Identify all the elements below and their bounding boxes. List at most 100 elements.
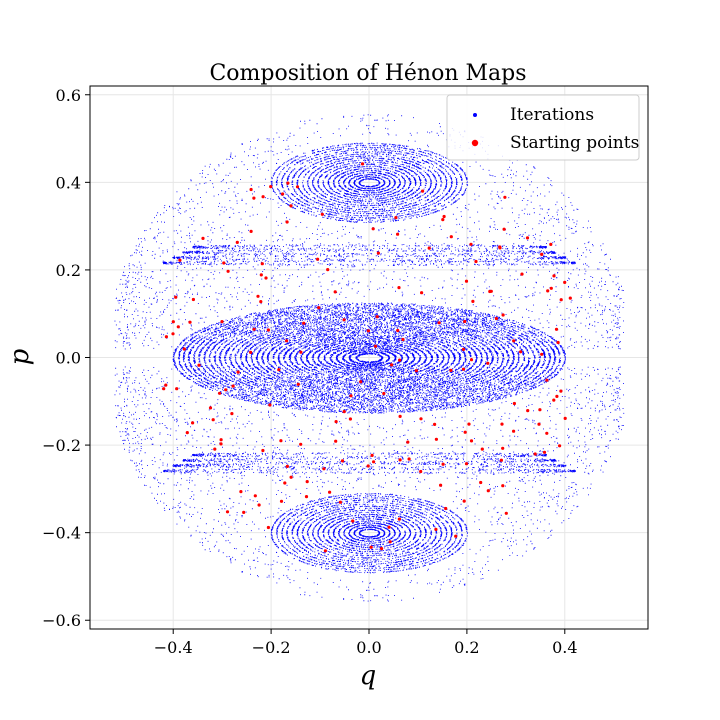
starting-point xyxy=(464,462,469,466)
starting-point xyxy=(191,421,195,425)
starting-point xyxy=(328,490,332,494)
starting-point xyxy=(471,299,475,303)
starting-point xyxy=(462,499,466,503)
starting-point xyxy=(188,320,192,324)
starting-point xyxy=(419,469,423,474)
starting-point xyxy=(366,464,370,468)
starting-point xyxy=(474,259,478,264)
chart-title: Composition of Hénon Maps xyxy=(209,61,526,86)
starting-point xyxy=(197,363,201,367)
starting-point xyxy=(372,460,376,464)
starting-point xyxy=(218,391,222,395)
starting-point xyxy=(469,242,473,246)
starting-point xyxy=(511,429,516,433)
starting-point xyxy=(427,246,431,250)
starting-point xyxy=(375,315,379,319)
starting-point xyxy=(178,258,182,262)
iterations-band-lower xyxy=(192,452,547,459)
starting-point xyxy=(299,350,303,354)
starting-point xyxy=(552,274,556,278)
starting-point xyxy=(162,387,166,391)
x-tick-label: 0.0 xyxy=(356,638,381,657)
iterations-band-upper xyxy=(192,244,547,251)
starting-point xyxy=(242,510,246,514)
starting-point xyxy=(437,321,441,325)
x-axis-ticks: −0.4 −0.2 0.0 0.2 0.4 xyxy=(154,629,578,657)
starting-point xyxy=(268,403,272,407)
starting-point xyxy=(419,417,423,421)
starting-point xyxy=(249,187,253,192)
starting-point xyxy=(396,328,400,333)
starting-point xyxy=(175,387,179,391)
starting-point xyxy=(558,444,562,448)
legend: Iterations Starting points xyxy=(446,94,640,161)
y-tick-label: 0.2 xyxy=(56,261,81,280)
starting-point xyxy=(520,272,524,276)
starting-point xyxy=(420,291,424,295)
starting-point xyxy=(239,490,243,494)
starting-point xyxy=(559,389,563,393)
starting-point xyxy=(289,204,293,208)
y-tick-label: −0.2 xyxy=(42,436,81,455)
starting-point xyxy=(494,316,498,321)
starting-point xyxy=(545,431,549,435)
starting-point xyxy=(359,380,363,384)
starting-point xyxy=(479,480,483,485)
starting-point xyxy=(382,391,386,396)
starting-point xyxy=(320,212,324,216)
starting-point xyxy=(220,320,224,324)
iterations-series xyxy=(114,114,625,602)
starting-point xyxy=(348,417,352,421)
starting-point xyxy=(269,185,273,189)
starting-point xyxy=(259,273,263,277)
starting-point xyxy=(370,453,374,457)
starting-point xyxy=(334,439,338,443)
starting-point xyxy=(371,227,375,231)
legend-marker-starting-points xyxy=(471,139,479,147)
starting-point xyxy=(512,401,517,406)
starting-point xyxy=(191,297,195,302)
starting-point xyxy=(316,257,320,261)
legend-marker-iterations xyxy=(473,113,477,117)
starting-point xyxy=(236,370,240,374)
starting-point xyxy=(249,350,253,354)
starting-point xyxy=(296,382,300,386)
starting-point xyxy=(235,240,239,244)
starting-point xyxy=(398,358,402,362)
starting-point xyxy=(373,344,378,348)
starting-point xyxy=(279,499,284,503)
starting-point xyxy=(441,218,445,222)
starting-point xyxy=(211,418,215,422)
starting-point xyxy=(421,189,425,193)
starting-point xyxy=(260,262,264,266)
starting-point xyxy=(338,500,342,504)
starting-point xyxy=(289,475,293,479)
starting-point xyxy=(326,268,330,272)
starting-point xyxy=(222,261,226,265)
starting-point xyxy=(323,549,327,553)
y-tick-label: −0.6 xyxy=(42,611,81,630)
starting-point xyxy=(174,295,178,299)
starting-point xyxy=(279,439,283,443)
iterations-band-lower xyxy=(163,467,576,474)
starting-point xyxy=(486,489,490,493)
starting-point xyxy=(441,462,445,466)
legend-label-starting-points: Starting points xyxy=(510,133,639,153)
starting-point xyxy=(396,232,400,236)
starting-point xyxy=(556,340,560,345)
starting-point xyxy=(360,162,365,166)
starting-point xyxy=(502,227,506,231)
starting-point xyxy=(261,195,265,199)
starting-point xyxy=(486,361,490,365)
starting-point xyxy=(390,363,394,367)
starting-point xyxy=(449,235,453,239)
starting-point xyxy=(249,229,253,233)
starting-point xyxy=(434,437,438,441)
x-tick-label: 0.4 xyxy=(552,638,577,657)
starting-point xyxy=(552,398,556,402)
starting-point xyxy=(317,306,321,310)
starting-point xyxy=(407,457,411,461)
starting-point xyxy=(500,422,504,426)
starting-point xyxy=(559,298,563,302)
